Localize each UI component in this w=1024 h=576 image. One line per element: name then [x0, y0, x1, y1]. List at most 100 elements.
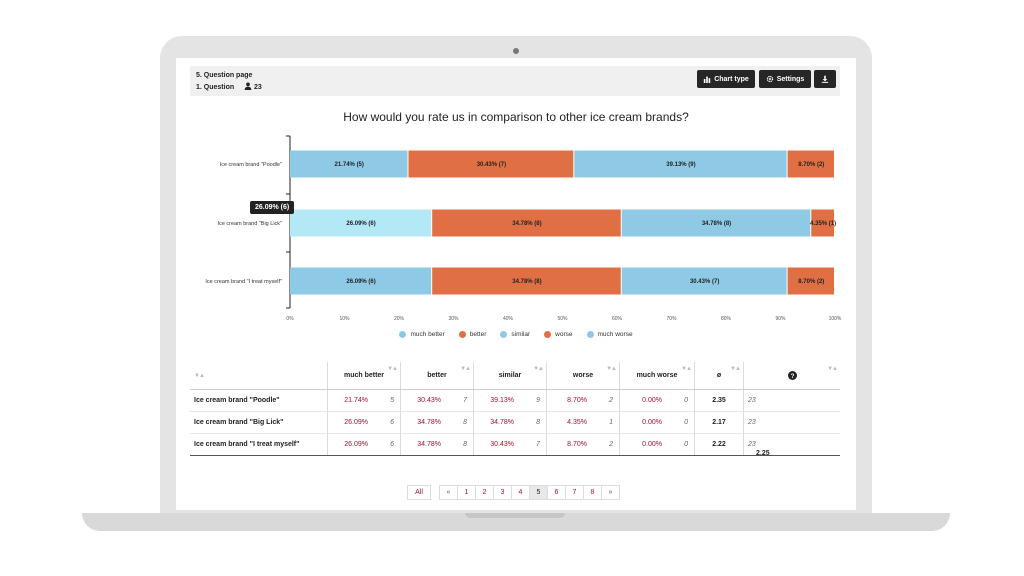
- percent-value: 34.78%: [417, 441, 441, 448]
- table-cell: 0.00% 0: [619, 411, 695, 434]
- question-circle-icon: ?: [787, 371, 797, 380]
- data-label: 34.78% (8): [702, 221, 731, 227]
- table-cell: 34.78% 8: [400, 433, 474, 456]
- data-label: 4.35% (1): [810, 221, 836, 227]
- data-label: 26.09% (6): [346, 279, 375, 285]
- x-tick-label: 90%: [775, 316, 786, 322]
- page-button[interactable]: 2: [475, 485, 494, 500]
- download-button[interactable]: [814, 70, 836, 88]
- data-label: 34.78% (8): [512, 279, 541, 285]
- page-all-button[interactable]: All: [407, 485, 431, 500]
- percent-value: 39.13%: [490, 397, 514, 404]
- respondent-count: 23: [254, 84, 262, 91]
- x-tick-label: 80%: [721, 316, 732, 322]
- table-cell: 8.70% 2: [546, 389, 620, 412]
- chart-type-button[interactable]: Chart type: [697, 70, 755, 88]
- legend-swatch: [399, 331, 407, 338]
- col-average[interactable]: ø ▼▲: [694, 362, 744, 390]
- bar-segment: [787, 267, 834, 295]
- average-value: 2.35: [694, 389, 744, 412]
- page-button[interactable]: 7: [565, 485, 584, 500]
- download-icon: [821, 75, 829, 83]
- percent-value: 4.35%: [567, 419, 587, 426]
- col-much-better[interactable]: much better ▼▲: [327, 362, 401, 390]
- count-value: 6: [390, 419, 394, 426]
- bar-tooltip: 26.09% (6): [250, 201, 295, 214]
- stacked-bar-chart: Ice cream brand "Poodle" 21.74% (5) 30.43%…: [205, 135, 842, 322]
- chart-legend: much better better similar worse much worse: [176, 331, 856, 338]
- page-button[interactable]: 1: [457, 485, 476, 500]
- col-worse[interactable]: worse ▼▲: [546, 362, 620, 390]
- page-button[interactable]: 5: [529, 485, 548, 500]
- table-cell: 4.35% 1: [546, 411, 620, 434]
- col-similar[interactable]: similar ▼▲: [473, 362, 547, 390]
- page-button[interactable]: 3: [493, 485, 512, 500]
- sort-rows-header[interactable]: ▼▲: [190, 362, 328, 390]
- bar-segment: [408, 150, 574, 178]
- data-label: 30.43% (7): [690, 279, 719, 285]
- count-value: 0: [684, 419, 688, 426]
- count-value: 8: [536, 419, 540, 426]
- category-label: Ice cream brand "I treat myself": [205, 279, 282, 285]
- page-next-button[interactable]: »: [601, 485, 620, 500]
- table-cell: 30.43% 7: [473, 433, 547, 456]
- legend-item[interactable]: better: [458, 331, 486, 338]
- response-count: 23: [743, 433, 840, 456]
- average-value: 2.17: [694, 411, 744, 434]
- count-value: 2: [609, 397, 613, 404]
- percent-value: 30.43%: [490, 441, 514, 448]
- count-value: 0: [684, 441, 688, 448]
- table-row: Ice cream brand "I treat myself" 26.09% 6 3…: [190, 433, 840, 456]
- table-cell: 34.78% 8: [473, 411, 547, 434]
- legend-label: much better: [410, 331, 445, 338]
- x-tick-label: 70%: [666, 316, 677, 322]
- bar-segment: [290, 209, 432, 237]
- page-label: 5. Question page: [196, 72, 253, 79]
- legend-item[interactable]: worse: [544, 331, 573, 338]
- table-cell: 26.09% 6: [327, 433, 401, 456]
- user-icon: [244, 82, 252, 90]
- legend-swatch: [586, 331, 594, 338]
- total-average: 2.25: [756, 450, 770, 457]
- data-label: 21.74% (5): [335, 162, 364, 168]
- bar-segment: [811, 209, 834, 237]
- page-button[interactable]: 8: [583, 485, 602, 500]
- bar-segment: [290, 150, 408, 178]
- percent-value: 0.00%: [642, 441, 662, 448]
- page-button[interactable]: 4: [511, 485, 530, 500]
- settings-button[interactable]: Settings: [759, 70, 811, 88]
- x-tick-label: 50%: [557, 316, 568, 322]
- table-header-row: ▼▲ much better ▼▲ better ▼▲ similar ▼▲ w…: [190, 362, 840, 390]
- legend-label: similar: [511, 331, 531, 338]
- page-prev-button[interactable]: «: [439, 485, 458, 500]
- legend-item[interactable]: similar: [500, 331, 530, 338]
- page-button[interactable]: 6: [547, 485, 566, 500]
- question-text: 1. Question: [196, 84, 235, 91]
- percent-value: 34.78%: [417, 419, 441, 426]
- count-value: 1: [609, 419, 613, 426]
- legend-swatch: [500, 331, 508, 338]
- table-cell: 21.74% 5: [327, 389, 401, 412]
- count-value: 6: [390, 441, 394, 448]
- legend-item[interactable]: much better: [399, 331, 445, 338]
- bar-segment: [621, 209, 811, 237]
- data-label: 34.78% (8): [512, 221, 541, 227]
- settings-label: Settings: [776, 75, 805, 83]
- table-cell: 34.78% 8: [400, 411, 474, 434]
- col-better[interactable]: better ▼▲: [400, 362, 474, 390]
- data-label: 8.70% (2): [798, 279, 824, 285]
- legend-label: worse: [555, 331, 573, 338]
- table-cell: 0.00% 0: [619, 433, 695, 456]
- col-responses[interactable]: ? ▼▲: [743, 362, 840, 390]
- x-tick-label: 40%: [503, 316, 514, 322]
- bar-segment: [290, 267, 432, 295]
- count-value: 9: [536, 397, 540, 404]
- category-label: Ice cream brand "Poodle": [220, 162, 282, 168]
- col-much-worse[interactable]: much worse ▼▲: [619, 362, 695, 390]
- response-count: 23: [743, 411, 840, 434]
- data-label: 30.43% (7): [477, 162, 506, 168]
- legend-item[interactable]: much worse: [586, 331, 633, 338]
- table-row: Ice cream brand "Big Lick" 26.09% 6 34.78% 8…: [190, 411, 840, 434]
- data-label: 8.70% (2): [798, 162, 824, 168]
- count-value: 5: [390, 397, 394, 404]
